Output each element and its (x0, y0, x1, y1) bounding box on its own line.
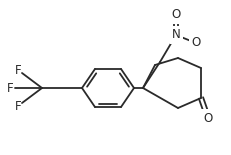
Text: F: F (15, 100, 21, 113)
Text: N: N (172, 29, 180, 42)
Text: F: F (15, 64, 21, 77)
Text: O: O (191, 36, 201, 49)
Text: O: O (171, 9, 181, 22)
Text: O: O (203, 111, 213, 124)
Text: F: F (7, 82, 13, 95)
